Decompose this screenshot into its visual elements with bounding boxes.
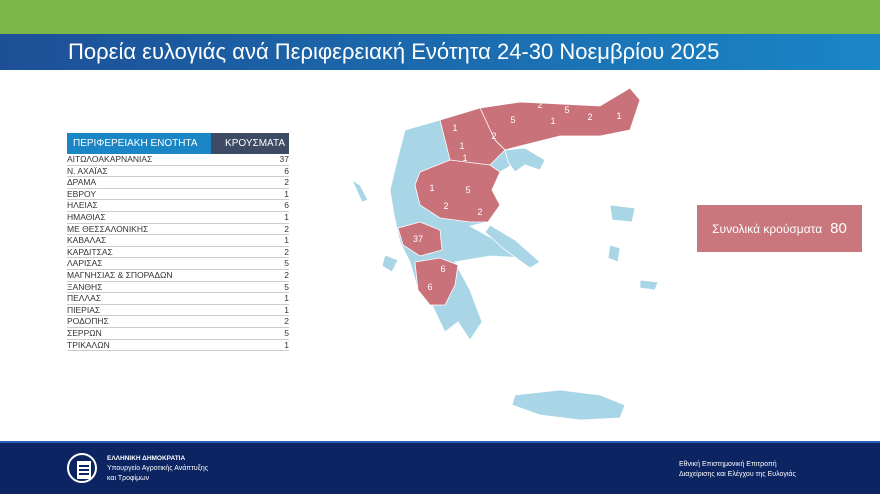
region-name: ΔΡΑΜΑ <box>67 177 97 188</box>
region-aitoloakarnania <box>397 221 443 257</box>
map-case-label: 1 <box>429 183 434 193</box>
header-cases: ΚΡΟΥΣΜΑΤΑ <box>211 133 289 154</box>
map-case-label: 37 <box>413 234 423 244</box>
region-name: ΗΛΕΙΑΣ <box>67 200 98 211</box>
region-name: ΣΕΡΡΩΝ <box>67 327 102 338</box>
table-row: ΠΙΕΡΙΑΣ 1 <box>67 305 289 317</box>
corfu <box>351 178 369 203</box>
crete <box>511 389 626 421</box>
region-name: ΜΕ ΘΕΣΣΑΛΟΝΙΚΗΣ <box>67 223 149 234</box>
case-count: 6 <box>284 165 289 176</box>
region-achaia-ileia <box>414 257 459 306</box>
region-name: ΚΑΒΑΛΑΣ <box>67 235 107 246</box>
case-count: 5 <box>284 327 289 338</box>
top-accent-bar <box>0 0 880 34</box>
euboea <box>484 224 541 269</box>
map-case-label: 2 <box>537 100 542 110</box>
map-case-label: 2 <box>587 112 592 122</box>
lesvos <box>609 204 636 223</box>
table-row: ΞΑΝΘΗΣ 5 <box>67 282 289 294</box>
map-case-label: 1 <box>550 116 555 126</box>
header-region: ΠΕΡΙΦΕΡΕΙΑΚΗ ΕΝΟΤΗΤΑ <box>67 133 211 154</box>
case-count: 1 <box>284 293 289 304</box>
case-count: 2 <box>284 246 289 257</box>
committee-line: Εθνική Επιστημονική Επιτροπή <box>679 461 777 468</box>
table-row: ΔΡΑΜΑ 2 <box>67 177 289 189</box>
total-value: 80 <box>830 220 847 237</box>
region-name: ΕΒΡΟΥ <box>67 188 97 199</box>
map-case-label: 1 <box>462 153 467 163</box>
total-cases-box: Συνολικά κρούσματα 80 <box>697 205 862 252</box>
table-row: ΤΡΙΚΑΛΩΝ 1 <box>67 340 289 352</box>
map-case-label: 2 <box>491 131 496 141</box>
case-count: 1 <box>284 235 289 246</box>
region-name: Ν. ΑΧΑΪΑΣ <box>67 165 108 176</box>
region-name: ΗΜΑΘΙΑΣ <box>67 211 106 222</box>
table-row: ΑΙΤΩΛΟΑΚΑΡΝΑΝΙΑΣ 37 <box>67 154 289 166</box>
region-name: ΜΑΓΝΗΣΙΑΣ & ΣΠΟΡΑΔΩΝ <box>67 269 173 280</box>
region-name: ΛΑΡΙΣΑΣ <box>67 258 103 269</box>
greek-emblem-icon <box>67 453 97 483</box>
case-count: 1 <box>284 211 289 222</box>
case-count: 2 <box>284 269 289 280</box>
table-row: ΜΑΓΝΗΣΙΑΣ & ΣΠΟΡΑΔΩΝ 2 <box>67 270 289 282</box>
committee-line: Διαχείρισης και Ελέγχου της Ευλογιάς <box>679 471 796 478</box>
map-case-label: 6 <box>440 264 445 274</box>
region-name: ΠΙΕΡΙΑΣ <box>67 304 101 315</box>
chalkidiki <box>504 147 546 173</box>
case-count: 1 <box>284 304 289 315</box>
case-count: 2 <box>284 316 289 327</box>
case-count: 5 <box>284 281 289 292</box>
region-thessaly <box>414 159 501 223</box>
ministry-line: και Τροφίμων <box>107 475 150 482</box>
table-row: ΣΕΡΡΩΝ 5 <box>67 328 289 340</box>
case-count: 2 <box>284 177 289 188</box>
footer: ΕΛΛΗΝΙΚΗ ΔΗΜΟΚΡΑΤΙΑ Υπουργείο Αγροτικής … <box>0 441 880 494</box>
map-case-label: 2 <box>477 207 482 217</box>
region-name: ΤΡΙΚΑΛΩΝ <box>67 339 110 350</box>
ministry-line: Υπουργείο Αγροτικής Ανάπτυξης <box>107 465 209 472</box>
table-row: ΗΜΑΘΙΑΣ 1 <box>67 212 289 224</box>
table-row: ΜΕ ΘΕΣΣΑΛΟΝΙΚΗΣ 2 <box>67 224 289 236</box>
committee-name: Εθνική Επιστημονική Επιτροπή Διαχείρισης… <box>679 460 796 480</box>
map-case-label: 2 <box>443 201 448 211</box>
case-count: 37 <box>279 154 289 164</box>
chios <box>607 244 621 263</box>
region-name: ΞΑΝΘΗΣ <box>67 281 103 292</box>
table-header: ΠΕΡΙΦΕΡΕΙΑΚΗ ΕΝΟΤΗΤΑ ΚΡΟΥΣΜΑΤΑ <box>67 133 289 154</box>
ministry-name: ΕΛΛΗΝΙΚΗ ΔΗΜΟΚΡΑΤΙΑ Υπουργείο Αγροτικής … <box>107 454 208 484</box>
ministry-line: ΕΛΛΗΝΙΚΗ ΔΗΜΟΚΡΑΤΙΑ <box>107 455 186 462</box>
cases-table: ΠΕΡΙΦΕΡΕΙΑΚΗ ΕΝΟΤΗΤΑ ΚΡΟΥΣΜΑΤΑ ΑΙΤΩΛΟΑΚΑ… <box>67 133 289 352</box>
region-name: ΡΟΔΟΠΗΣ <box>67 316 109 327</box>
case-count: 1 <box>284 188 289 199</box>
table-row: ΚΑΡΔΙΤΣΑΣ 2 <box>67 247 289 259</box>
table-row: ΕΒΡΟΥ 1 <box>67 189 289 201</box>
map-case-label: 1 <box>452 123 457 133</box>
samos <box>639 279 659 291</box>
case-count: 5 <box>284 258 289 269</box>
table-row: ΠΕΛΛΑΣ 1 <box>67 293 289 305</box>
table-row: ΗΛΕΙΑΣ 6 <box>67 200 289 212</box>
page-title: Πορεία ευλογιάς ανά Περιφερειακή Ενότητα… <box>0 34 880 70</box>
map-case-label: 6 <box>427 282 432 292</box>
map-case-label: 5 <box>465 185 470 195</box>
total-label: Συνολικά κρούσματα <box>712 221 823 236</box>
case-count: 1 <box>284 339 289 350</box>
case-count: 6 <box>284 200 289 211</box>
map-case-label: 5 <box>564 105 569 115</box>
map-case-label: 1 <box>616 111 621 121</box>
table-row: ΚΑΒΑΛΑΣ 1 <box>67 235 289 247</box>
table-row: Ν. ΑΧΑΪΑΣ 6 <box>67 166 289 178</box>
table-row: ΛΑΡΙΣΑΣ 5 <box>67 258 289 270</box>
kefalonia <box>381 254 399 273</box>
map-case-label: 1 <box>459 141 464 151</box>
case-count: 2 <box>284 223 289 234</box>
region-name: ΠΕΛΛΑΣ <box>67 293 102 304</box>
map-case-label: 5 <box>510 115 515 125</box>
region-name: ΑΙΤΩΛΟΑΚΑΡΝΑΝΙΑΣ <box>67 154 153 164</box>
table-row: ΡΟΔΟΠΗΣ 2 <box>67 316 289 328</box>
region-name: ΚΑΡΔΙΤΣΑΣ <box>67 246 113 257</box>
